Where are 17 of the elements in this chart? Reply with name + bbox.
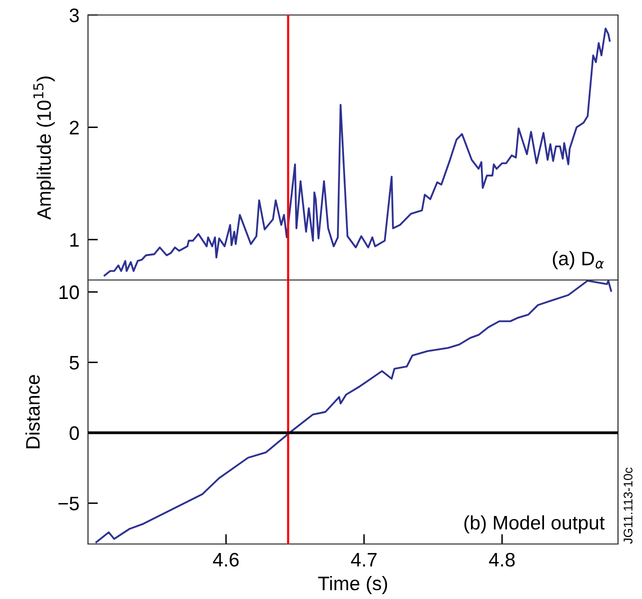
y-tick-label: −5 <box>58 496 79 510</box>
y-axis-title: Distance <box>25 375 40 448</box>
y-tick-label: 5 <box>70 356 79 370</box>
line-series <box>104 28 611 276</box>
x-axis-title: Time (s) <box>318 576 388 594</box>
y-tick-label: 1 <box>70 233 79 247</box>
y-tick-label: 2 <box>70 120 79 134</box>
x-tick-label: 4.6 <box>212 552 239 567</box>
y-tick-label: 3 <box>70 8 79 22</box>
y-tick-label: 10 <box>60 285 79 300</box>
y-axis-title: Amplitude (10$^{15}$) <box>33 76 55 220</box>
x-tick-label: 4.8 <box>488 552 515 567</box>
text: JG11.113-10c <box>624 468 632 544</box>
y-tick-label: 0 <box>70 426 79 440</box>
x-tick-label: 4.7 <box>350 553 377 566</box>
annotation: (b) Model output <box>464 515 605 534</box>
annotation: (a) D$_{α}$ <box>552 251 604 270</box>
